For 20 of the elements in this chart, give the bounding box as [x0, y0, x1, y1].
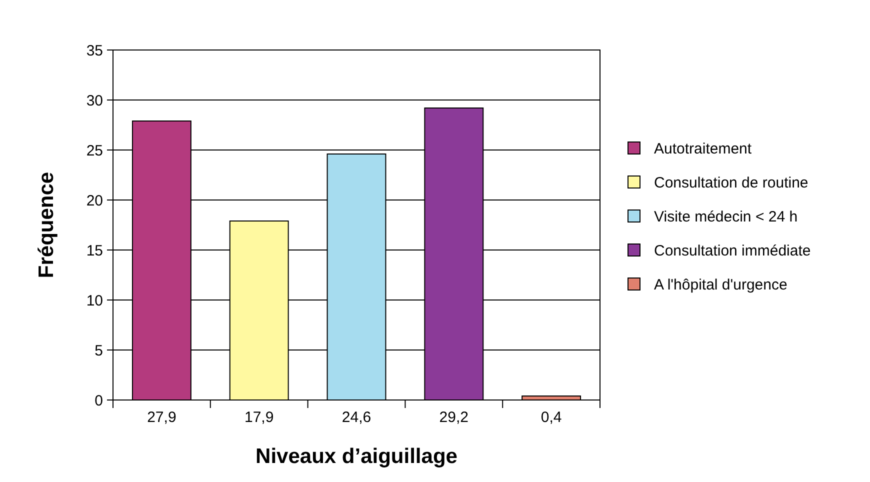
data-label: 0,4: [540, 409, 562, 426]
legend-label: Consultation immédiate: [654, 242, 811, 260]
data-label: 17,9: [244, 409, 274, 426]
legend-label: A l'hôpital d'urgence: [654, 276, 788, 294]
y-tick-label: 35: [86, 42, 103, 60]
y-tick-label: 30: [86, 92, 103, 110]
y-tick-label: 10: [86, 292, 103, 310]
y-tick-label: 5: [94, 342, 103, 360]
x-axis-title: Niveaux d’aiguillage: [256, 445, 458, 468]
y-tick-label: 25: [86, 142, 103, 160]
y-tick-label: 15: [86, 242, 103, 260]
data-label: 29,2: [439, 409, 468, 426]
y-tick-label: 0: [94, 392, 103, 410]
y-tick-label: 20: [86, 192, 103, 210]
data-label: 24,6: [342, 409, 372, 426]
legend-label: Autotraitement: [654, 140, 752, 158]
data-label: 27,9: [147, 409, 176, 426]
legend-label: Consultation de routine: [654, 174, 808, 192]
y-axis-title: Fréquence: [35, 172, 58, 278]
legend-label: Visite médecin < 24 h: [654, 208, 798, 226]
